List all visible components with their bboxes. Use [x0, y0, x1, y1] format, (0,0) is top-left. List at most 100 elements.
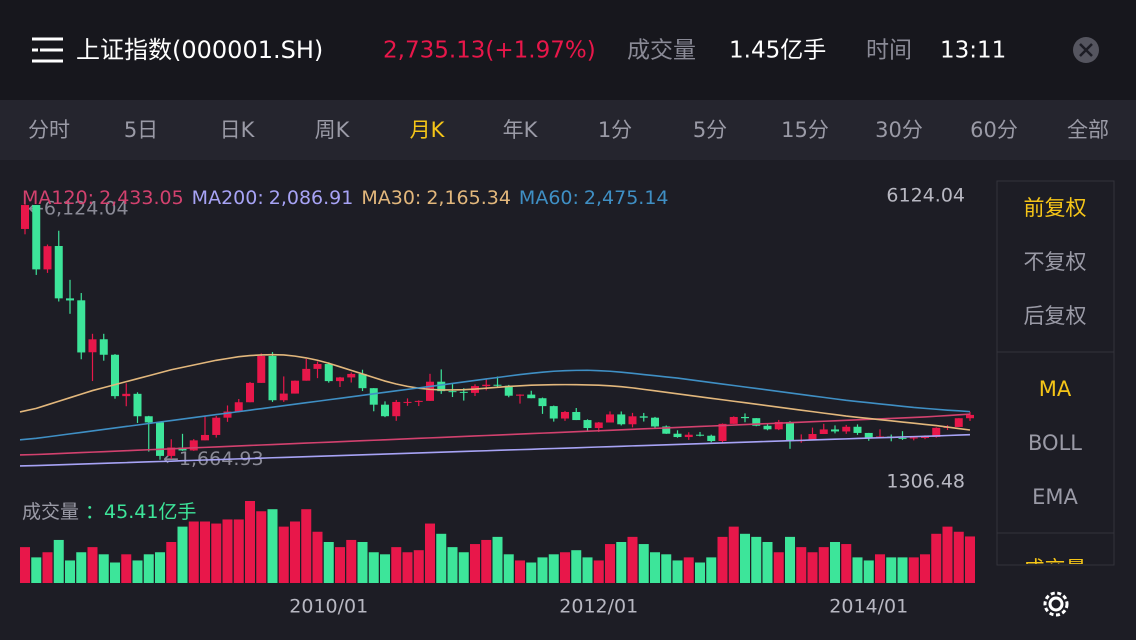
candle-body [932, 427, 941, 437]
candle-body [482, 384, 491, 387]
volume-bar [98, 554, 109, 583]
adjust-option[interactable]: 后复权 [1024, 304, 1087, 328]
candle-body [43, 246, 52, 270]
candle-body [381, 404, 389, 417]
volume-bar [245, 501, 255, 583]
volume-bar [301, 509, 312, 583]
candle-body [684, 434, 693, 438]
adjust-option[interactable]: 前复权 [1024, 196, 1087, 220]
candle-body [538, 398, 547, 407]
volume-bar [582, 557, 593, 583]
volume-bar [548, 554, 559, 583]
close-button[interactable] [1073, 37, 1099, 63]
x-tick-label: 2012/01 [559, 596, 638, 618]
candle-body [167, 447, 176, 456]
tabs-bg [0, 100, 1136, 160]
candle-body [448, 391, 457, 393]
tab[interactable]: 30分 [875, 118, 923, 142]
tab[interactable]: 周K [315, 118, 351, 142]
tab[interactable]: 月K [410, 118, 446, 142]
volume-bar [605, 544, 615, 583]
menu-icon[interactable] [32, 37, 63, 63]
time: 13:11 [940, 38, 1006, 64]
volume-bar [638, 544, 649, 583]
volume-bar [42, 552, 53, 583]
candle-body [819, 429, 828, 435]
candle-body [279, 393, 288, 401]
x-tick-label: 2014/01 [829, 596, 908, 618]
legend-name: MA200: [192, 187, 264, 209]
indicator-option[interactable]: BOLL [1028, 431, 1082, 455]
volume-bar [492, 536, 503, 583]
legend-value: 2,086.91 [269, 187, 354, 209]
candle-body [583, 420, 592, 429]
candle-body [707, 435, 716, 442]
volume-bar [31, 557, 42, 583]
candle-body [549, 406, 558, 419]
candle-body [122, 393, 131, 397]
side-panel [996, 180, 1115, 566]
candle-body [651, 417, 659, 427]
candle-body [291, 380, 299, 394]
indicator-option[interactable]: 成交量 [1024, 557, 1087, 581]
candle-body [201, 434, 209, 441]
volume-bar [278, 526, 289, 583]
volume-legend: 成交量 ：45.41亿手 [22, 501, 196, 523]
candle-body [853, 426, 862, 433]
x-tick-label: 2010/01 [289, 596, 368, 618]
legend-value: 2,433.05 [99, 187, 184, 209]
ma-line [19, 413, 971, 456]
candle-body [527, 394, 536, 399]
volume-bar [593, 560, 604, 583]
volume-bar [852, 557, 863, 583]
candle-body [729, 416, 738, 424]
candle-body [898, 437, 907, 439]
volume-bar [953, 531, 964, 583]
candle-body [617, 414, 626, 425]
tab[interactable]: 1分 [598, 118, 632, 142]
volume-bar [312, 531, 323, 583]
candle-body [673, 433, 682, 438]
volume-bar [717, 536, 728, 583]
volume-bar [323, 542, 334, 583]
volume-bar [436, 533, 447, 583]
candle-body [347, 373, 356, 378]
candle-body [774, 421, 783, 430]
volume-bar [627, 536, 638, 583]
candle-body [516, 394, 524, 396]
volume: 1.45亿手 [729, 38, 826, 64]
indicator-option[interactable]: EMA [1032, 485, 1078, 509]
volume-bar [830, 542, 840, 583]
indicator-option[interactable]: MA [1039, 377, 1072, 401]
volume-bar [65, 560, 75, 583]
tab[interactable]: 60分 [970, 118, 1018, 142]
legend-name: MA60: [519, 187, 579, 209]
tab[interactable]: 分时 [28, 118, 70, 142]
candle-body [786, 421, 794, 442]
ma-line [19, 369, 971, 441]
candle-body [763, 425, 772, 430]
volume-bar [425, 523, 435, 583]
legend-name: MA30: [361, 187, 421, 209]
candle-body [392, 401, 401, 417]
volume-bar [942, 526, 953, 583]
candle-body [403, 401, 412, 403]
tab[interactable]: 全部 [1067, 118, 1109, 142]
settings-icon[interactable] [1043, 591, 1069, 617]
candle-body [246, 382, 254, 403]
volume-bar [53, 539, 64, 583]
tab[interactable]: 15分 [781, 118, 829, 142]
candle-body [561, 411, 569, 419]
tab[interactable]: 日K [220, 118, 256, 142]
candle-body [88, 339, 97, 353]
volume-bar [503, 554, 514, 583]
tab[interactable]: 5日 [124, 118, 158, 142]
candle-body [133, 393, 142, 417]
tab[interactable]: 年K [503, 118, 539, 142]
candle-body [493, 384, 502, 386]
volume-bar [897, 557, 908, 583]
tab[interactable]: 5分 [693, 118, 727, 142]
volume-bar [368, 552, 379, 583]
candle-body [662, 426, 671, 434]
adjust-option[interactable]: 不复权 [1024, 250, 1087, 274]
